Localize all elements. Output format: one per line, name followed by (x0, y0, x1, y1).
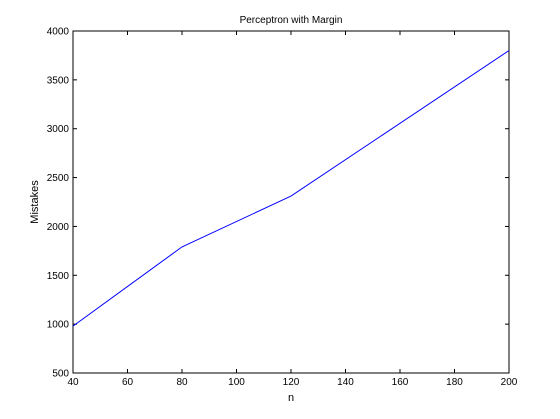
y-tick-label: 1500 (47, 271, 70, 282)
series-layer (72, 50, 510, 327)
y-tick-label: 2500 (47, 173, 70, 184)
series-line (72, 50, 510, 327)
y-axis-label: Mistakes (29, 180, 41, 224)
x-tick-label: 40 (67, 377, 79, 388)
y-tick-label: 2000 (47, 222, 70, 233)
x-tick-label: 140 (337, 377, 354, 388)
x-tick-label: 180 (446, 377, 463, 388)
plot-area (72, 30, 510, 374)
x-tick-label: 200 (501, 377, 518, 388)
x-axis-ticks: 40 60 80 100 120 140 160 180 200 (67, 31, 518, 388)
y-tick-label: 3000 (47, 124, 70, 135)
y-axis-ticks: 500 1000 1500 2000 2500 3000 3500 4000 (47, 27, 509, 380)
x-axis-label: n (288, 392, 294, 404)
x-tick-label: 60 (122, 377, 134, 388)
y-tick-label: 1000 (47, 320, 70, 331)
y-tick-label: 4000 (47, 27, 70, 38)
y-tick-label: 3500 (47, 75, 70, 86)
y-tick-label: 500 (52, 369, 69, 380)
x-tick-label: 120 (283, 377, 300, 388)
x-tick-label: 160 (392, 377, 409, 388)
x-tick-label: 80 (176, 377, 188, 388)
chart-title: Perceptron with Margin (240, 15, 343, 26)
x-tick-label: 100 (228, 377, 245, 388)
